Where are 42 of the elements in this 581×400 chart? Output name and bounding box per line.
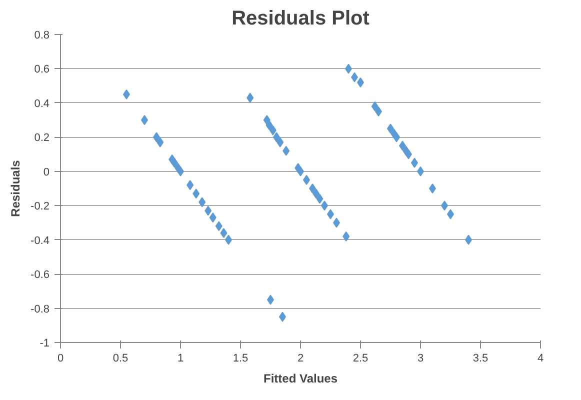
point bbox=[246, 92, 254, 103]
point bbox=[309, 184, 316, 194]
x-tick-label: 0 bbox=[57, 352, 64, 364]
y-axis-title: Residuals bbox=[8, 160, 23, 217]
y-tick-label: 0.4 bbox=[34, 98, 50, 110]
point bbox=[215, 221, 222, 232]
point bbox=[266, 120, 273, 130]
point bbox=[220, 228, 228, 238]
x-tick-label: 1.5 bbox=[232, 352, 248, 364]
y-tick-label: 0 bbox=[43, 166, 50, 178]
point bbox=[198, 197, 206, 208]
point bbox=[269, 125, 276, 136]
point bbox=[375, 106, 382, 116]
point bbox=[192, 188, 200, 199]
y-tick-label: 0.8 bbox=[34, 30, 50, 42]
x-tick-label: 3 bbox=[417, 352, 424, 364]
y-tick-label: -0.2 bbox=[30, 200, 50, 213]
point bbox=[276, 137, 284, 148]
point bbox=[342, 231, 350, 242]
x-axis-title: Fitted Values bbox=[263, 372, 338, 386]
x-tick-label: 2.5 bbox=[352, 352, 368, 364]
point bbox=[204, 206, 212, 216]
y-tick-label: -1 bbox=[40, 338, 50, 350]
point bbox=[316, 194, 324, 204]
y-tick-label: -0.4 bbox=[30, 234, 50, 247]
y-tick-label: 0.2 bbox=[34, 132, 50, 144]
y-tick-label: -0.6 bbox=[30, 269, 50, 282]
x-tick-label: 2 bbox=[297, 352, 304, 364]
point bbox=[156, 137, 164, 148]
point bbox=[282, 146, 290, 156]
chart-title: Residuals Plot bbox=[232, 8, 370, 30]
y-tick-label: -0.8 bbox=[30, 303, 50, 316]
point bbox=[186, 180, 194, 190]
point bbox=[429, 184, 436, 194]
point bbox=[209, 212, 216, 223]
x-tick-label: 1 bbox=[177, 352, 184, 364]
x-tick-label: 0.5 bbox=[112, 352, 128, 364]
x-tick-label: 4 bbox=[537, 352, 544, 364]
x-tick-label: 3.5 bbox=[472, 352, 488, 364]
point bbox=[312, 188, 320, 199]
point bbox=[371, 101, 378, 112]
y-tick-label: 0.6 bbox=[34, 64, 50, 76]
